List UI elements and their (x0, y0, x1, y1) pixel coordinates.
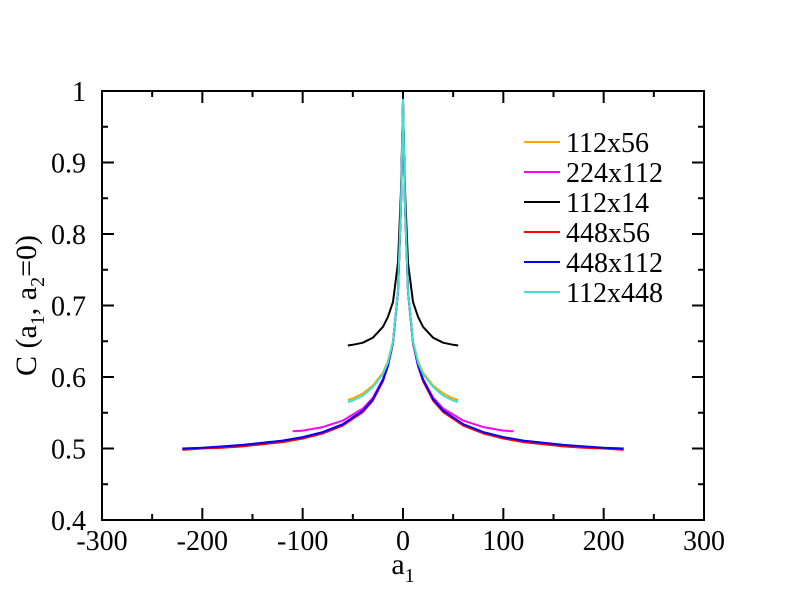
series-line-112x448 (347, 98, 459, 403)
x-tick-label: 200 (583, 526, 625, 557)
y-tick-label: 0.7 (51, 292, 86, 323)
series-line-448x112 (182, 100, 624, 450)
legend-label-224x112: 224x112 (566, 158, 663, 189)
x-tick-label: -200 (177, 526, 228, 557)
x-tick-label: -100 (277, 526, 328, 557)
y-tick-label: 1 (72, 77, 86, 108)
y-tick-label: 0.6 (51, 363, 86, 394)
legend-label-112x448: 112x448 (566, 278, 663, 309)
y-tick-label: 0.5 (51, 435, 86, 466)
y-axis-label: C (a1, a2=0) (10, 235, 49, 376)
y-tick-label: 0.8 (51, 220, 86, 251)
legend-label-112x14: 112x14 (566, 188, 649, 219)
y-tick-label: 0.4 (51, 506, 86, 537)
series-line-448x56 (182, 100, 624, 451)
x-tick-label: -300 (76, 526, 127, 557)
legend-label-112x56: 112x56 (566, 128, 649, 159)
y-tick-label: 0.9 (51, 149, 86, 180)
x-tick-label: 0 (396, 526, 410, 557)
series-layer (182, 98, 624, 451)
x-tick-label: 100 (482, 526, 524, 557)
x-tick-label: 300 (683, 526, 725, 557)
legend-label-448x56: 448x56 (566, 218, 650, 249)
plot-frame (101, 90, 705, 521)
legend-label-448x112: 448x112 (566, 248, 663, 279)
x-axis-label: a1 (391, 548, 414, 587)
